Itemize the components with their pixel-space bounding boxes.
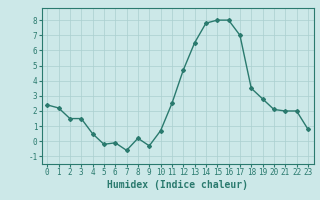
X-axis label: Humidex (Indice chaleur): Humidex (Indice chaleur)	[107, 180, 248, 190]
